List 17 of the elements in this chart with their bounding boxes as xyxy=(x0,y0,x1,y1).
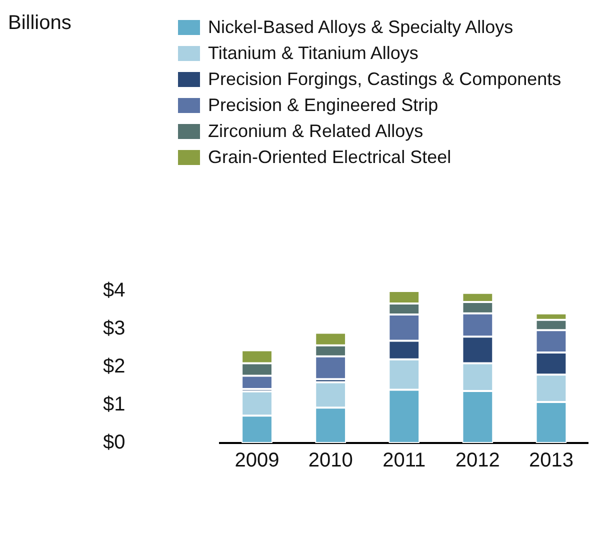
legend-label: Zirconium & Related Alloys xyxy=(208,120,424,142)
y-tick-label: $2 xyxy=(102,356,126,378)
x-tick-label: 2011 xyxy=(382,450,426,472)
x-tick-label: 2009 xyxy=(234,450,280,472)
legend-label: Titanium & Titanium Alloys xyxy=(208,42,418,64)
y-tick-label: $1 xyxy=(102,394,126,416)
y-tick-label: $3 xyxy=(102,318,126,340)
x-tick-label: 2012 xyxy=(455,450,500,472)
x-tick-label: 2010 xyxy=(308,450,353,472)
legend-label: Nickel-Based Alloys & Specialty Alloys xyxy=(208,16,514,38)
legend-label: Grain-Oriented Electrical Steel xyxy=(208,146,452,168)
y-tick-label: $4 xyxy=(102,280,126,302)
y-tick-label: $0 xyxy=(102,432,126,454)
x-tick-label: 2013 xyxy=(528,450,574,472)
legend-label: Precision Forgings, Castings & Components xyxy=(208,68,562,90)
text: Billions xyxy=(8,12,72,34)
legend-label: Precision & Engineered Strip xyxy=(208,94,438,116)
